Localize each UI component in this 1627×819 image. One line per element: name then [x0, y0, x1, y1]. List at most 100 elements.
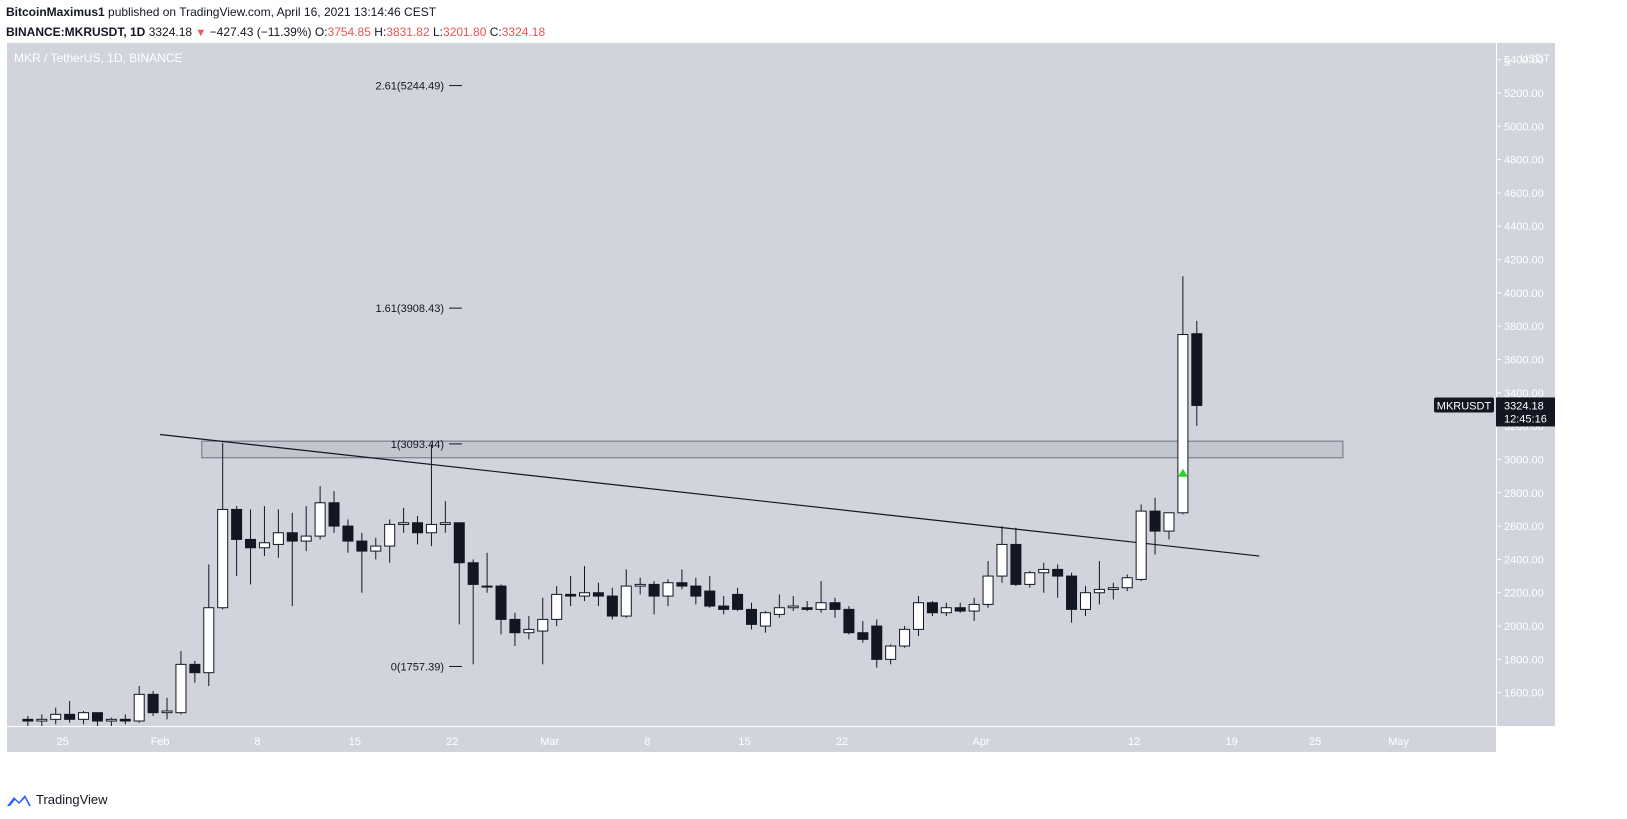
fib-level-label[interactable]: 1.61(3908.43) [376, 303, 445, 315]
candle-body[interactable] [105, 718, 117, 722]
candle-body[interactable] [231, 508, 243, 540]
candle-body[interactable] [22, 718, 34, 722]
candle-body[interactable] [495, 585, 507, 620]
candle-body[interactable] [690, 585, 702, 597]
candle-body[interactable] [829, 602, 841, 610]
candle-body[interactable] [439, 522, 451, 525]
candle-body[interactable] [1038, 568, 1050, 574]
candle-body[interactable] [1093, 588, 1105, 594]
candle-body[interactable] [648, 583, 660, 597]
fib-level-label[interactable]: 2.61(5244.49) [376, 81, 445, 93]
candle-body[interactable] [565, 593, 577, 597]
candle-body[interactable] [954, 607, 966, 612]
candle-body[interactable] [968, 603, 980, 612]
candle-body[interactable] [412, 522, 424, 534]
resistance-zone[interactable] [201, 440, 1344, 459]
candle-body[interactable] [189, 663, 201, 674]
candle-body[interactable] [745, 608, 758, 625]
candle-body[interactable] [996, 543, 1008, 577]
candle-body[interactable] [1177, 334, 1189, 514]
candle-body[interactable] [328, 502, 340, 527]
candle-body[interactable] [161, 710, 173, 714]
candle-body[interactable] [551, 593, 563, 620]
candle-body[interactable] [1191, 333, 1203, 406]
candle-body[interactable] [203, 607, 215, 674]
candle-body[interactable] [662, 582, 674, 597]
candle-body[interactable] [398, 522, 410, 525]
candle-body[interactable] [342, 525, 354, 542]
candle-body[interactable] [940, 607, 952, 614]
candle-body[interactable] [718, 605, 730, 610]
candle-body[interactable] [314, 502, 326, 537]
candle-body[interactable] [759, 612, 771, 627]
candle-body[interactable] [732, 593, 744, 610]
up-arrow-icon[interactable] [1177, 468, 1188, 477]
candle-body[interactable] [815, 602, 827, 610]
candle-body[interactable] [634, 583, 646, 587]
candle-body[interactable] [50, 713, 62, 720]
candle-body[interactable] [1107, 587, 1119, 590]
candle-body[interactable] [578, 592, 591, 597]
candle-body[interactable] [119, 718, 131, 722]
candle-body[interactable] [217, 508, 229, 609]
candle-body[interactable] [481, 585, 493, 588]
candle-body[interactable] [1163, 512, 1175, 532]
candle-body[interactable] [425, 523, 437, 534]
candle-body[interactable] [1024, 572, 1036, 585]
candle-body[interactable] [912, 602, 925, 630]
candle-body[interactable] [1149, 510, 1161, 532]
candle-body[interactable] [1066, 575, 1078, 610]
candle-body[interactable] [620, 585, 632, 617]
fib-level-label[interactable]: 0(1757.39) [391, 661, 444, 673]
candle-body[interactable] [147, 693, 159, 714]
candle-body[interactable] [356, 540, 368, 552]
descending-trendline[interactable] [160, 433, 1260, 557]
candle-body[interactable] [857, 632, 869, 640]
candle-body[interactable] [36, 718, 48, 722]
candle-body[interactable] [1121, 577, 1133, 589]
time-axis[interactable] [7, 726, 1496, 752]
candle-body[interactable] [245, 538, 257, 549]
author-name[interactable]: BitcoinMaximus1 [6, 5, 105, 19]
candle-body[interactable] [843, 608, 855, 634]
candle-body[interactable] [982, 575, 994, 605]
candle-body[interactable] [676, 582, 688, 587]
candle-body[interactable] [773, 607, 785, 615]
candle-body[interactable] [509, 618, 521, 634]
candle-body[interactable] [272, 532, 284, 545]
candle-body[interactable] [1052, 568, 1064, 577]
candle-body[interactable] [370, 545, 382, 552]
candle-body[interactable] [926, 602, 938, 614]
candle-body[interactable] [78, 712, 90, 720]
candle-body[interactable] [133, 693, 145, 722]
candle-body[interactable] [453, 522, 465, 564]
candle-body[interactable] [1135, 510, 1147, 580]
candle-body[interactable] [91, 712, 103, 722]
candle-body[interactable] [467, 562, 479, 585]
candle-body[interactable] [787, 605, 799, 609]
fib-level-label[interactable]: 1(3093.44) [391, 439, 444, 451]
candlestick-chart[interactable]: MKR / TetherUS, 1D, BINANCE 1600.00 1800.0… [0, 0, 1627, 790]
open-value: 3754.85 [327, 25, 371, 39]
price-axis[interactable] [1496, 43, 1555, 726]
candle-body[interactable] [64, 713, 76, 720]
candle-body[interactable] [592, 592, 604, 597]
candle-body[interactable] [885, 645, 897, 660]
candle-body[interactable] [286, 532, 298, 542]
x-tick-label: 25 [57, 736, 69, 748]
candle-body[interactable] [537, 618, 549, 632]
tradingview-logo-icon[interactable] [6, 793, 32, 807]
footer-brand[interactable]: TradingView [36, 792, 108, 807]
candle-body[interactable] [899, 628, 911, 647]
candle-body[interactable] [175, 663, 187, 714]
candle-body[interactable] [258, 542, 270, 549]
candle-body[interactable] [1010, 543, 1022, 585]
candle-body[interactable] [871, 625, 883, 660]
candle-body[interactable] [606, 595, 618, 617]
candle-body[interactable] [523, 628, 535, 634]
candle-body[interactable] [300, 535, 312, 542]
candle-body[interactable] [704, 590, 716, 607]
candle-body[interactable] [801, 607, 813, 610]
candle-body[interactable] [1079, 592, 1091, 610]
candle-body[interactable] [384, 523, 396, 547]
